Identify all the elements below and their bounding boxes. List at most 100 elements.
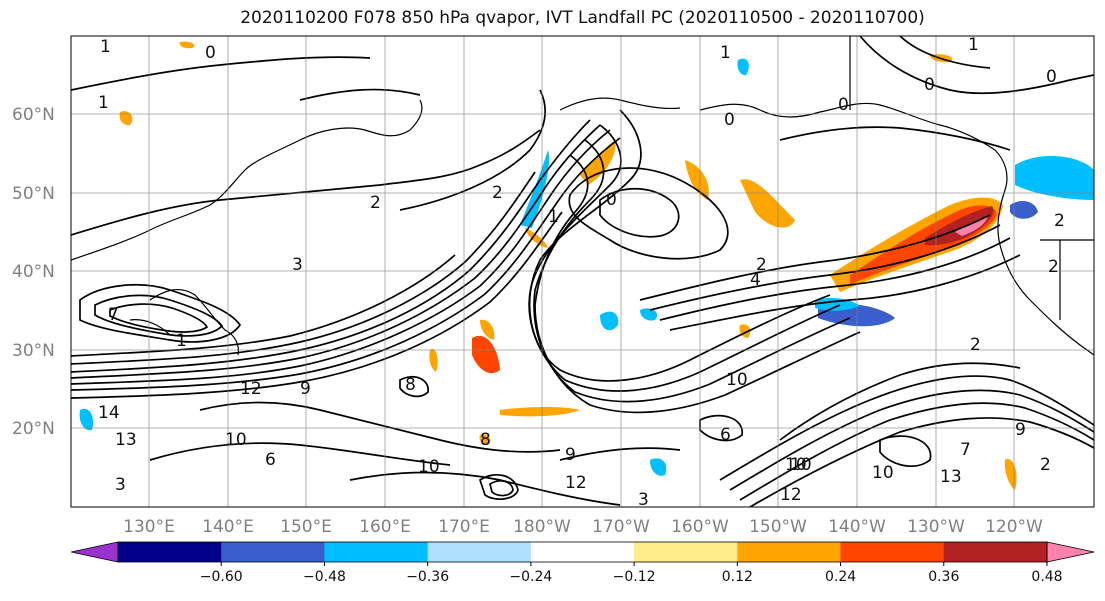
contour-label: 12 — [240, 379, 262, 399]
lon-label: 160°W — [671, 517, 729, 537]
orange-blob-midpac — [480, 319, 495, 340]
contour-label: 10 — [790, 455, 812, 475]
lon-label: 170°E — [438, 517, 490, 537]
cyan-blob-2 — [640, 308, 658, 321]
colorbar-tick-label: 0.48 — [1031, 569, 1062, 585]
contour-label: 4 — [750, 270, 761, 290]
contour-label: 7 — [960, 440, 971, 460]
lon-label: 150°W — [749, 517, 807, 537]
contour-label: 1 — [548, 207, 559, 227]
colorbar-swatch — [840, 542, 945, 562]
lon-label: 140°W — [828, 517, 886, 537]
orange-dot-6 — [429, 349, 438, 372]
contour-label: 6 — [265, 450, 276, 470]
contour-label: 12 — [565, 473, 587, 493]
lat-label: 50°N — [12, 184, 55, 204]
contour-label: 13 — [940, 467, 962, 487]
contour-label: 10 — [785, 455, 807, 475]
colorbar-swatch — [943, 542, 1048, 562]
colorbar-tick-label: −0.36 — [406, 569, 449, 585]
contour-label: 2 — [1054, 211, 1065, 231]
contour-label: 9 — [565, 445, 576, 465]
contour-label: 2 — [970, 335, 981, 355]
lat-label: 60°N — [12, 105, 55, 125]
colorbar-frame — [117, 541, 1048, 563]
coast-blue-small — [1010, 200, 1038, 219]
blue-band-cyan — [815, 298, 860, 311]
plot-frame — [70, 35, 1095, 508]
orange-dot-7 — [479, 434, 491, 445]
lat-label: 20°N — [12, 419, 55, 439]
contour-labels: 1 1 0 1 2 2 0 0 0 3 0 1 0 1 2 4 2 1 7 12… — [98, 36, 1065, 507]
contour-label: 2 — [1040, 455, 1051, 475]
contour-label: 0 — [1046, 67, 1057, 87]
contour-label: 0 — [205, 43, 216, 63]
contour-label: 1 — [98, 93, 109, 113]
latitude-labels: 60°N 50°N 40°N 30°N 20°N — [12, 105, 55, 439]
contour-label: 2 — [370, 193, 381, 213]
contour-label: 3 — [115, 475, 126, 495]
cyan-blob-3 — [650, 458, 667, 476]
contour-label: 9 — [300, 379, 311, 399]
colorbar-tick-label: 0.24 — [825, 569, 856, 585]
colorbar-swatch — [427, 542, 532, 562]
orange-blob-3 — [580, 140, 616, 185]
contour-label: 13 — [115, 430, 137, 450]
lat-label: 40°N — [12, 262, 55, 282]
lon-label: 140°E — [202, 517, 254, 537]
orange-blob-2 — [685, 160, 709, 200]
contour-label: 10 — [418, 457, 440, 477]
red-blob-midpac — [472, 335, 500, 374]
colorbar-extend-low — [70, 541, 119, 563]
lon-label: 150°E — [280, 517, 332, 537]
contour-label: 2 — [1048, 257, 1059, 277]
contour-label: 7 — [108, 305, 119, 325]
colorbar: −0.60 −0.48 −0.36 −0.24 −0.12 0.12 0.24 0.36 0.4… — [70, 541, 1095, 585]
longitude-labels: 130°E 140°E 150°E 160°E 170°E 180°W 170°… — [123, 517, 1043, 537]
contour-label: 6 — [720, 425, 731, 445]
contour-label: 3 — [292, 255, 303, 275]
contour-label: 10 — [726, 370, 748, 390]
colorbar-swatch — [118, 542, 222, 562]
lon-label: 120°W — [985, 517, 1043, 537]
colorbar-tick-label: −0.48 — [303, 569, 346, 585]
colorbar-tick-label: 0.36 — [928, 569, 959, 585]
contour-label: 1 — [720, 43, 731, 63]
coast-blue-cluster — [1015, 155, 1094, 200]
orange-blob-1 — [740, 179, 795, 228]
colorbar-swatch — [737, 542, 842, 562]
lat-label: 30°N — [12, 341, 55, 361]
colorbar-swatch — [530, 542, 635, 562]
contour-label: 10 — [872, 463, 894, 483]
contour-label: 8 — [405, 375, 416, 395]
lon-label: 180°W — [513, 517, 571, 537]
colorbar-tick-label: −0.24 — [509, 569, 552, 585]
contour-label: 1 — [176, 331, 187, 351]
contour-label: 1 — [100, 37, 111, 57]
contour-label: 0 — [724, 110, 735, 130]
colorbar-swatch — [634, 542, 738, 562]
colorbar-swatch — [221, 542, 325, 562]
contour-lines — [71, 36, 1094, 507]
contour-label: 14 — [98, 403, 120, 423]
lon-label: 130°E — [123, 517, 175, 537]
contour-label: 0 — [838, 95, 849, 115]
contour-label: 2 — [492, 183, 503, 203]
colorbar-extend-high — [1046, 541, 1095, 563]
orange-dot-1 — [119, 111, 133, 126]
colorbar-tick-label: −0.12 — [613, 569, 656, 585]
colorbar-tick-label: 0.12 — [722, 569, 753, 585]
lon-label: 160°E — [359, 517, 411, 537]
contour-label: 0 — [924, 75, 935, 95]
map-title: 2020110200 F078 850 hPa qvapor, IVT Land… — [240, 8, 925, 28]
contour-label: 2 — [756, 255, 767, 275]
cyan-blob-4 — [79, 408, 94, 431]
contour-label: 10 — [225, 430, 247, 450]
contour-label: 8 — [480, 430, 491, 450]
orange-bar-south — [500, 407, 580, 417]
ar-plume-pink — [955, 216, 988, 236]
lon-label: 130°W — [907, 517, 965, 537]
lon-label: 170°W — [592, 517, 650, 537]
contour-label: 9 — [1015, 420, 1026, 440]
